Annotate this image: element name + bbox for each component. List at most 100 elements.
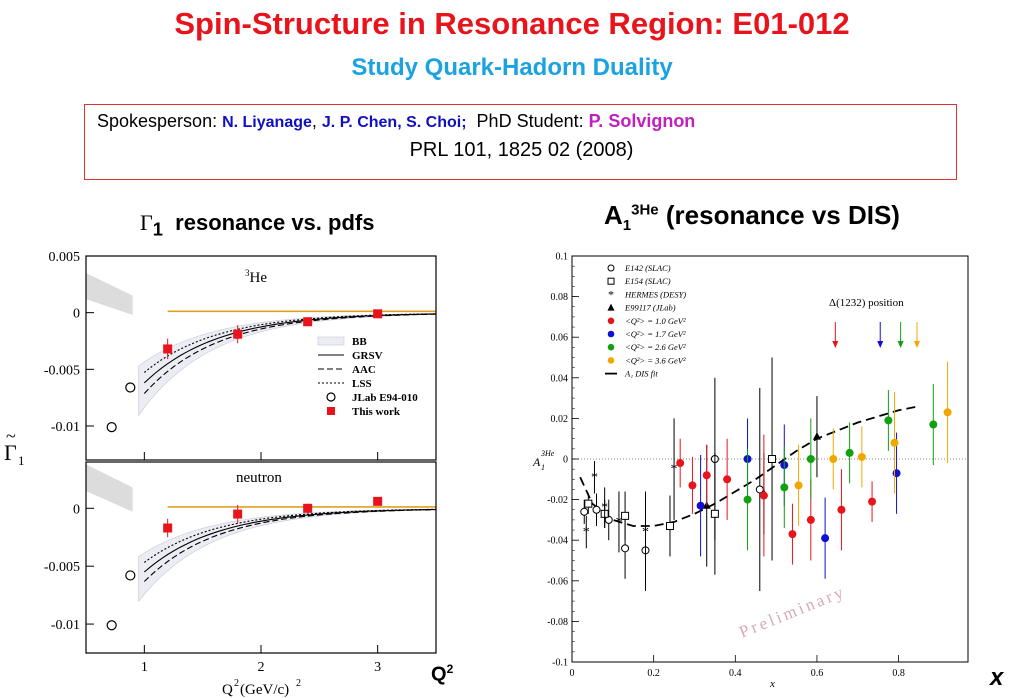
delta-arrow-head <box>832 341 839 348</box>
this-work-point <box>163 523 173 533</box>
hermes-point: * <box>615 515 622 530</box>
hermes-point: * <box>591 470 598 485</box>
e142-point <box>755 485 764 494</box>
panel-label-rest: He <box>250 270 268 286</box>
this-work-point <box>163 344 173 354</box>
hermes-point: * <box>671 462 678 477</box>
low-q2-shaded-band <box>86 464 133 512</box>
x-tick-label: 3 <box>374 660 381 675</box>
right-chart-heading: A13He (resonance vs DIS) <box>604 200 900 234</box>
legend-marker <box>607 330 615 338</box>
legend-entry: <Q²> = 2.6 GeV² <box>625 342 686 352</box>
right-y-axis-title: A 1 3He <box>532 449 555 472</box>
y-tick-label: -0.01 <box>51 618 80 633</box>
spokesperson-label: Spokesperson: <box>97 111 223 131</box>
y-tick-label: 0.02 <box>551 414 569 425</box>
a1-legend: E142 (SLAC) E154 (SLAC) * HERMES (DESY) E991… <box>605 263 686 379</box>
legend-entry: LSS <box>352 378 372 390</box>
x-tick-label: 0.6 <box>811 668 824 679</box>
hermes-point: * <box>601 501 608 516</box>
legend-entry: <Q²> = 3.6 GeV² <box>625 355 686 365</box>
q2-bin-point <box>890 438 899 447</box>
x-tick-label: 0.8 <box>892 668 905 679</box>
legend-entry: AAC <box>352 364 376 376</box>
legend-marker <box>607 277 615 285</box>
delta-arrow-head <box>913 341 920 348</box>
q2-bin-point <box>837 505 846 514</box>
y-tick-label: 0.04 <box>551 373 569 384</box>
jlab-e94-010-point <box>106 422 117 433</box>
a1-dis-fit-curve <box>579 405 920 527</box>
right-heading-text: (resonance vs DIS) <box>658 200 900 230</box>
legend-marker <box>607 343 615 351</box>
q2-bin-point <box>806 455 815 463</box>
q2-letter: Q <box>431 663 447 686</box>
a1-superscript: 3He <box>631 201 659 219</box>
y-tick-label: 0.1 <box>556 252 569 263</box>
legend-entry: E154 (SLAC) <box>624 276 671 286</box>
delta-arrow-head <box>897 341 904 348</box>
y-tick-label: -0.06 <box>547 576 568 587</box>
q2-bin-point <box>868 497 877 506</box>
left-chart-heading: Γ1 resonance vs. pdfs <box>140 210 374 240</box>
delta-position-label: Δ(1232) position <box>829 297 904 309</box>
panel-label-sup: 3 <box>245 268 250 278</box>
e142-point <box>580 507 589 516</box>
panel-label: neutron <box>236 470 282 486</box>
legend-entry: This work <box>352 406 401 418</box>
spokesperson-name-2: J. P. Chen, S. Choi; <box>321 114 467 131</box>
right-y-title-main: A <box>532 455 541 469</box>
q2-bin-point <box>743 495 752 504</box>
gamma-symbol: Γ <box>140 210 153 235</box>
y-tick-label: -0.005 <box>44 363 80 378</box>
x-tick-label: 0.4 <box>729 668 742 679</box>
legend-entry: <Q²> = 1.7 GeV² <box>625 329 686 339</box>
q2-bin-point <box>688 481 697 490</box>
legend-entry: <Q²> = 1.0 GeV² <box>625 316 686 326</box>
this-work-point <box>373 309 383 319</box>
this-work-point <box>373 496 383 506</box>
preliminary-watermark: Preliminary <box>736 582 848 642</box>
this-work-point <box>303 503 313 513</box>
hermes-point: * <box>642 525 649 540</box>
hermes-point: * <box>583 525 590 540</box>
y-axis-gamma-sub: 1 <box>18 453 25 468</box>
q2-bin-point <box>759 491 768 500</box>
legend-bb-swatch <box>317 336 345 346</box>
x-axis-big-label: x <box>990 664 1004 691</box>
y-tick-label: -0.1 <box>552 658 568 669</box>
x-tick-label: 0 <box>570 668 575 679</box>
legend-marker <box>607 357 615 364</box>
e154-point <box>584 499 593 508</box>
q2-bin-point <box>829 455 838 463</box>
a1-subscript: 1 <box>622 217 632 235</box>
q2-bin-point <box>929 420 938 429</box>
legend-entry: E99117 (JLab) <box>624 303 676 313</box>
q2-bin-point <box>943 408 952 417</box>
y-axis-gamma: Γ <box>4 440 17 465</box>
y-tick-label: 0.08 <box>551 292 569 303</box>
lss-curve <box>143 313 437 373</box>
q2-bin-point <box>806 515 815 524</box>
q2-bin-point <box>723 475 732 484</box>
q2-bin-point <box>696 501 705 510</box>
q2-axis-label: Q2 <box>431 662 453 687</box>
student-name: P. Solvignon <box>588 111 696 131</box>
e154-point <box>710 509 719 518</box>
aac-curve <box>143 509 437 582</box>
y-tick-label: 0.005 <box>49 250 81 265</box>
e154-point <box>621 511 630 520</box>
legend-marker <box>607 317 615 325</box>
e99117-point <box>812 432 821 440</box>
q2-bin-point <box>845 448 854 457</box>
this-work-point <box>233 509 243 519</box>
left-axis-titles: Γ ~ 1 Q 2 (GeV/c) 2 <box>4 426 301 698</box>
y-tick-label: -0.02 <box>547 495 568 506</box>
x-tick-label: 1 <box>141 660 148 675</box>
3he-panel: 0.005 0 -0.005 -0.01 3He BB GRSV AAC LSS JLab E94… <box>44 250 437 461</box>
y-tick-label: -0.08 <box>547 617 568 628</box>
y-axis-tilde: ~ <box>6 426 16 446</box>
credits-box: Spokesperson: N. Liyanage, J. P. Chen, S… <box>84 104 957 180</box>
y-tick-label: 0 <box>73 307 80 322</box>
